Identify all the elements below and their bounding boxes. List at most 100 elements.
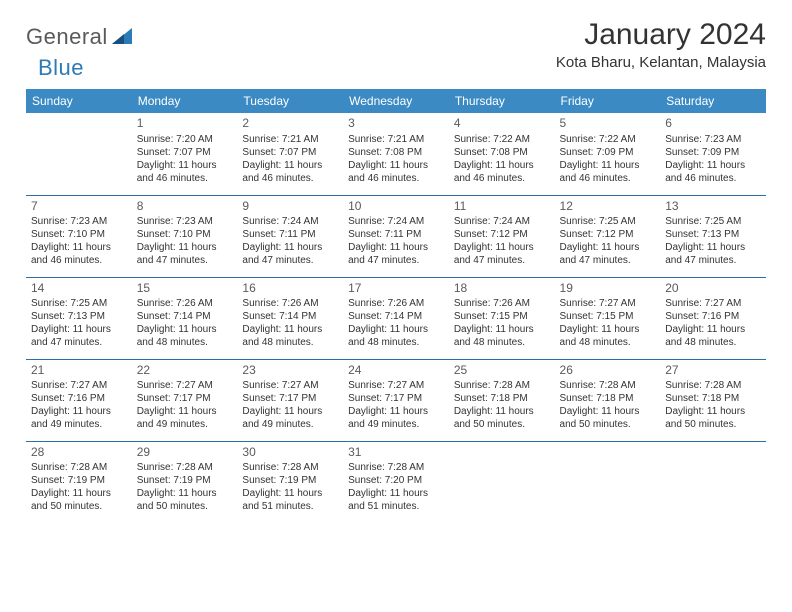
day-number: 13 [665,199,761,215]
calendar-cell: 25Sunrise: 7:28 AMSunset: 7:18 PMDayligh… [449,359,555,441]
daylight-text: and 47 minutes. [454,254,550,267]
col-saturday: Saturday [660,89,766,113]
daylight-text: Daylight: 11 hours [348,405,444,418]
brand-triangle-icon [112,24,132,50]
calendar-cell: 15Sunrise: 7:26 AMSunset: 7:14 PMDayligh… [132,277,238,359]
sunrise-text: Sunrise: 7:26 AM [454,297,550,310]
calendar-cell: 29Sunrise: 7:28 AMSunset: 7:19 PMDayligh… [132,441,238,523]
daylight-text: Daylight: 11 hours [242,323,338,336]
calendar-cell: 2Sunrise: 7:21 AMSunset: 7:07 PMDaylight… [237,113,343,195]
daylight-text: and 46 minutes. [665,172,761,185]
calendar-row: 28Sunrise: 7:28 AMSunset: 7:19 PMDayligh… [26,441,766,523]
calendar-cell: 5Sunrise: 7:22 AMSunset: 7:09 PMDaylight… [555,113,661,195]
day-number: 5 [560,116,656,132]
day-number: 8 [137,199,233,215]
day-number: 14 [31,281,127,297]
daylight-text: Daylight: 11 hours [665,323,761,336]
sunrise-text: Sunrise: 7:24 AM [454,215,550,228]
daylight-text: Daylight: 11 hours [665,405,761,418]
day-number: 16 [242,281,338,297]
daylight-text: Daylight: 11 hours [454,241,550,254]
daylight-text: Daylight: 11 hours [560,159,656,172]
calendar-cell [660,441,766,523]
day-number: 17 [348,281,444,297]
daylight-text: and 48 minutes. [137,336,233,349]
calendar-cell: 11Sunrise: 7:24 AMSunset: 7:12 PMDayligh… [449,195,555,277]
daylight-text: and 48 minutes. [454,336,550,349]
calendar-row: 7 Sunrise: 7:23 AM Sunset: 7:10 PM Daylight… [26,195,766,277]
sunrise-text: Sunrise: 7:21 AM [348,133,444,146]
calendar-cell: 19Sunrise: 7:27 AMSunset: 7:15 PMDayligh… [555,277,661,359]
sunset-text: Sunset: 7:17 PM [137,392,233,405]
sunset-text: Sunset: 7:10 PM [31,228,127,241]
day-number: 19 [560,281,656,297]
daylight-text: Daylight: 11 hours [665,159,761,172]
daylight-text: and 46 minutes. [560,172,656,185]
calendar-cell: 13Sunrise: 7:25 AMSunset: 7:13 PMDayligh… [660,195,766,277]
sunrise-text: Sunrise: 7:26 AM [137,297,233,310]
sunset-text: Sunset: 7:16 PM [665,310,761,323]
day-number: 31 [348,445,444,461]
sunrise-text: Sunrise: 7:21 AM [242,133,338,146]
sunrise-text: Sunrise: 7:27 AM [665,297,761,310]
daylight-text: Daylight: 11 hours [348,159,444,172]
sunset-text: Sunset: 7:18 PM [665,392,761,405]
daylight-text: and 47 minutes. [560,254,656,267]
daylight-text: Daylight: 11 hours [348,323,444,336]
daylight-text: and 47 minutes. [31,336,127,349]
calendar-cell: 18Sunrise: 7:26 AMSunset: 7:15 PMDayligh… [449,277,555,359]
col-monday: Monday [132,89,238,113]
daylight-text: and 50 minutes. [560,418,656,431]
month-title: January 2024 [556,18,766,52]
daylight-text: Daylight: 11 hours [348,487,444,500]
sunrise-text: Sunrise: 7:28 AM [454,379,550,392]
sunrise-text: Sunrise: 7:26 AM [242,297,338,310]
sunset-text: Sunset: 7:08 PM [348,146,444,159]
daylight-text: and 46 minutes. [137,172,233,185]
sunrise-text: Sunrise: 7:28 AM [242,461,338,474]
day-number: 25 [454,363,550,379]
calendar-cell: 4Sunrise: 7:22 AMSunset: 7:08 PMDaylight… [449,113,555,195]
calendar-cell: 27Sunrise: 7:28 AMSunset: 7:18 PMDayligh… [660,359,766,441]
calendar-row: 14Sunrise: 7:25 AMSunset: 7:13 PMDayligh… [26,277,766,359]
sunrise-text: Sunrise: 7:22 AM [560,133,656,146]
daylight-text: Daylight: 11 hours [242,487,338,500]
sunrise-text: Sunrise: 7:28 AM [31,461,127,474]
daylight-text: and 48 minutes. [242,336,338,349]
daylight-text: and 49 minutes. [31,418,127,431]
calendar-table: Sunday Monday Tuesday Wednesday Thursday… [26,89,766,523]
daylight-text: Daylight: 11 hours [31,487,127,500]
day-number: 1 [137,116,233,132]
calendar-row: 21Sunrise: 7:27 AMSunset: 7:16 PMDayligh… [26,359,766,441]
calendar-cell: 21Sunrise: 7:27 AMSunset: 7:16 PMDayligh… [26,359,132,441]
location-text: Kota Bharu, Kelantan, Malaysia [556,54,766,71]
col-tuesday: Tuesday [237,89,343,113]
calendar-body: 1Sunrise: 7:20 AMSunset: 7:07 PMDaylight… [26,113,766,523]
sunset-text: Sunset: 7:09 PM [665,146,761,159]
brand-part2: Blue [26,55,84,81]
calendar-cell: 12Sunrise: 7:25 AMSunset: 7:12 PMDayligh… [555,195,661,277]
col-sunday: Sunday [26,89,132,113]
day-number: 15 [137,281,233,297]
daylight-text: and 46 minutes. [348,172,444,185]
daylight-text: Daylight: 11 hours [665,241,761,254]
calendar-cell: 17Sunrise: 7:26 AMSunset: 7:14 PMDayligh… [343,277,449,359]
calendar-cell: 31Sunrise: 7:28 AMSunset: 7:20 PMDayligh… [343,441,449,523]
calendar-cell: 8Sunrise: 7:23 AMSunset: 7:10 PMDaylight… [132,195,238,277]
sunrise-text: Sunrise: 7:23 AM [137,215,233,228]
day-number: 24 [348,363,444,379]
sunrise-text: Sunrise: 7:28 AM [348,461,444,474]
daylight-text: and 47 minutes. [242,254,338,267]
daylight-text: Daylight: 11 hours [454,159,550,172]
daylight-text: Daylight: 11 hours [137,487,233,500]
calendar-cell: 26Sunrise: 7:28 AMSunset: 7:18 PMDayligh… [555,359,661,441]
daylight-text: Daylight: 11 hours [560,241,656,254]
daylight-text: Daylight: 11 hours [137,323,233,336]
daylight-text: and 47 minutes. [137,254,233,267]
daylight-text: and 49 minutes. [137,418,233,431]
calendar-cell: 10Sunrise: 7:24 AMSunset: 7:11 PMDayligh… [343,195,449,277]
calendar-cell: 22Sunrise: 7:27 AMSunset: 7:17 PMDayligh… [132,359,238,441]
day-number: 7 [31,199,127,215]
sunrise-text: Sunrise: 7:25 AM [31,297,127,310]
day-number: 10 [348,199,444,215]
